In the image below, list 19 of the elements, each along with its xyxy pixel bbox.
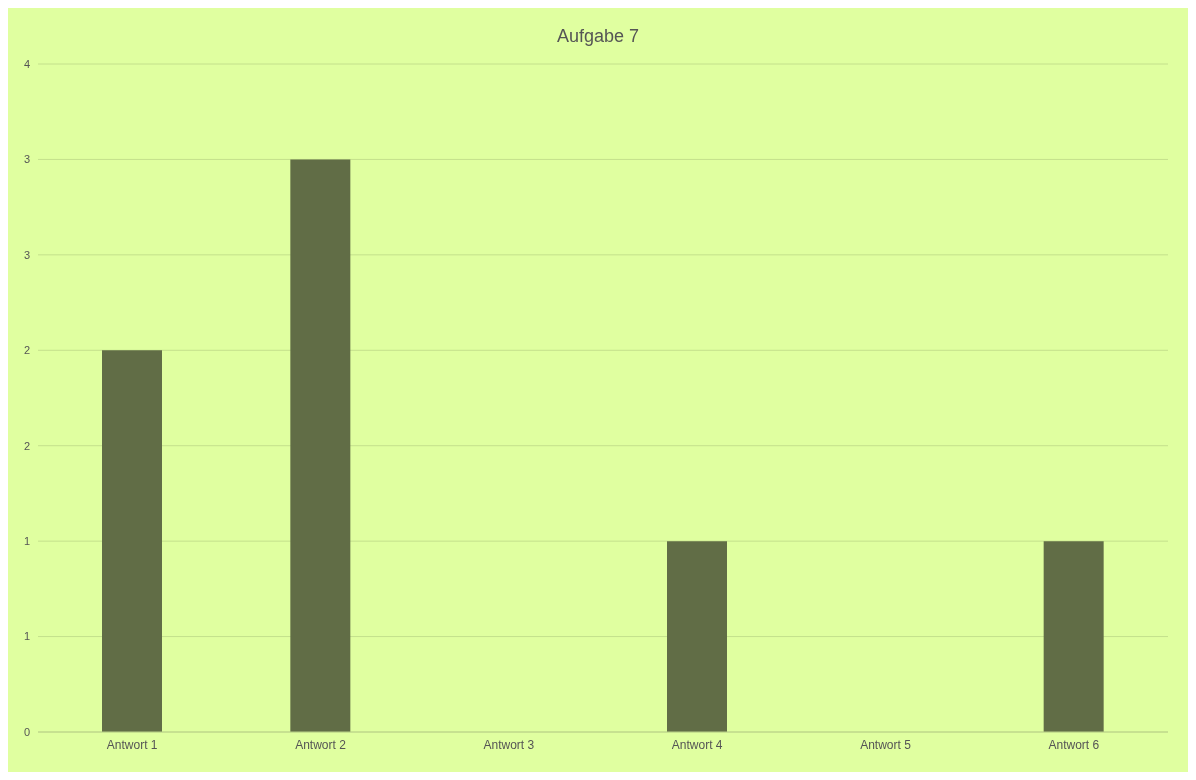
y-tick-label: 4 [23, 57, 30, 70]
x-tick-label: Antwort 2 [295, 737, 347, 752]
y-tick-label: 3 [23, 153, 30, 166]
x-tick-label: Antwort 3 [483, 737, 535, 752]
y-tick-label: 1 [23, 630, 30, 643]
y-tick-label: 1 [23, 535, 30, 548]
chart-title: Aufgabe 7 [555, 25, 641, 48]
x-tick-label: Antwort 1 [106, 737, 158, 752]
y-tick-label: 0 [23, 725, 30, 738]
bar [102, 350, 162, 732]
y-tick-label: 2 [23, 439, 30, 452]
y-tick-label: 3 [23, 248, 30, 261]
x-tick-label: Antwort 4 [671, 737, 723, 752]
bar [1043, 541, 1104, 732]
x-tick-label: Antwort 6 [1048, 737, 1100, 752]
x-tick-label: Antwort 5 [860, 737, 912, 752]
bar [667, 541, 727, 732]
y-tick-label: 2 [23, 344, 30, 357]
bar [290, 159, 351, 732]
